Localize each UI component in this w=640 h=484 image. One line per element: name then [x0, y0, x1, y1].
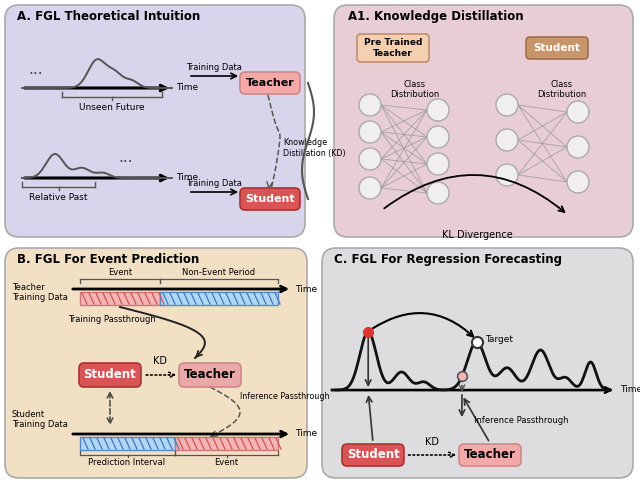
FancyBboxPatch shape: [459, 444, 521, 466]
FancyBboxPatch shape: [240, 72, 300, 94]
FancyBboxPatch shape: [80, 292, 160, 305]
Text: C. FGL For Regression Forecasting: C. FGL For Regression Forecasting: [334, 253, 562, 266]
FancyBboxPatch shape: [160, 292, 278, 305]
FancyBboxPatch shape: [322, 248, 633, 478]
FancyBboxPatch shape: [334, 5, 633, 237]
Circle shape: [427, 99, 449, 121]
Text: Student: Student: [245, 194, 295, 204]
Text: KD: KD: [425, 437, 439, 447]
FancyBboxPatch shape: [5, 248, 307, 478]
FancyBboxPatch shape: [342, 444, 404, 466]
FancyBboxPatch shape: [80, 437, 175, 450]
Text: Time: Time: [620, 385, 640, 394]
Circle shape: [567, 101, 589, 123]
FancyBboxPatch shape: [5, 5, 305, 237]
FancyBboxPatch shape: [526, 37, 588, 59]
Text: Training Data: Training Data: [186, 179, 242, 188]
Text: Relative Past: Relative Past: [29, 193, 87, 202]
Text: Unseen Future: Unseen Future: [79, 103, 145, 112]
FancyBboxPatch shape: [179, 363, 241, 387]
Circle shape: [496, 94, 518, 116]
Text: Teacher: Teacher: [246, 78, 294, 88]
FancyBboxPatch shape: [240, 188, 300, 210]
Text: Inference Passthrough: Inference Passthrough: [240, 392, 330, 401]
Text: A1. Knowledge Distillation: A1. Knowledge Distillation: [348, 10, 524, 23]
Circle shape: [427, 182, 449, 204]
Text: Student: Student: [534, 43, 580, 53]
Text: Training Data: Training Data: [186, 63, 242, 72]
Text: Event: Event: [214, 458, 238, 467]
Text: Teacher: Teacher: [464, 449, 516, 462]
Circle shape: [567, 136, 589, 158]
Circle shape: [496, 164, 518, 186]
Text: KD: KD: [153, 356, 167, 366]
Text: Event: Event: [108, 268, 132, 277]
Circle shape: [359, 121, 381, 143]
Circle shape: [359, 177, 381, 199]
Text: Time: Time: [295, 429, 317, 439]
Text: Student: Student: [347, 449, 399, 462]
FancyBboxPatch shape: [175, 437, 278, 450]
Circle shape: [496, 129, 518, 151]
Text: A. FGL Theoretical Intuition: A. FGL Theoretical Intuition: [17, 10, 200, 23]
Text: Knowledge
Distillation (KD): Knowledge Distillation (KD): [283, 138, 346, 158]
Circle shape: [567, 171, 589, 193]
Circle shape: [359, 94, 381, 116]
Text: B. FGL For Event Prediction: B. FGL For Event Prediction: [17, 253, 199, 266]
Text: ...: ...: [28, 62, 43, 77]
Text: Training Passthrough: Training Passthrough: [68, 315, 156, 324]
Text: ...: ...: [118, 151, 132, 166]
Text: Student
Training Data: Student Training Data: [12, 410, 68, 429]
Circle shape: [427, 153, 449, 175]
Text: Class
Distribution: Class Distribution: [538, 80, 587, 99]
FancyBboxPatch shape: [79, 363, 141, 387]
Text: Time: Time: [176, 84, 198, 92]
Text: Non-Event Period: Non-Event Period: [182, 268, 255, 277]
Circle shape: [359, 148, 381, 170]
Text: Student: Student: [84, 368, 136, 381]
Text: Prediction Interval: Prediction Interval: [88, 458, 166, 467]
Text: Time: Time: [295, 285, 317, 293]
Text: Class
Distribution: Class Distribution: [390, 80, 440, 99]
Text: KL Divergence: KL Divergence: [442, 230, 513, 240]
Text: Target: Target: [485, 335, 513, 345]
Text: Teacher
Training Data: Teacher Training Data: [12, 283, 68, 302]
Circle shape: [427, 126, 449, 148]
FancyBboxPatch shape: [357, 34, 429, 62]
Text: Inference Passthrough: Inference Passthrough: [474, 416, 568, 425]
Text: Time: Time: [176, 173, 198, 182]
Text: Pre Trained
Teacher: Pre Trained Teacher: [364, 38, 422, 58]
Text: Teacher: Teacher: [184, 368, 236, 381]
